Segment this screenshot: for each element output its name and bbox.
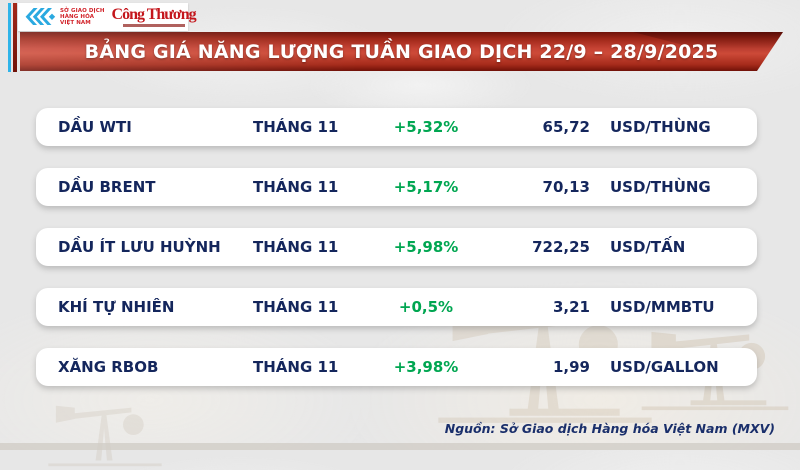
- mxv-logo-line: SỞ GIAO DỊCH: [60, 8, 105, 14]
- contract-month: THÁNG 11: [253, 178, 339, 196]
- price-unit: USD/THÙNG: [610, 178, 711, 196]
- commodity-name: KHÍ TỰ NHIÊN: [58, 298, 175, 316]
- contract-month: THÁNG 11: [253, 118, 339, 136]
- weekly-change: +5,17%: [393, 178, 459, 196]
- background-bottom-band: [0, 443, 800, 450]
- table-row: DẦU ÍT LƯU HUỲNH THÁNG 11 +5,98% 722,25 …: [36, 228, 757, 266]
- logo-plate: SỞ GIAO DỊCH HÀNG HÓA VIỆT NAM Công Thươ…: [18, 3, 197, 31]
- title-banner: BẢNG GIÁ NĂNG LƯỢNG TUẦN GIAO DỊCH 22/9 …: [20, 32, 783, 71]
- mxv-logo-line: HÀNG HÓA: [60, 14, 95, 20]
- accent-bar-maroon: [13, 3, 17, 72]
- mxv-chevrons-icon: [24, 7, 56, 27]
- contract-month: THÁNG 11: [253, 298, 339, 316]
- mxv-logo-text: SỞ GIAO DỊCH HÀNG HÓA VIỆT NAM: [60, 8, 105, 26]
- commodity-name: DẦU BRENT: [58, 178, 156, 196]
- price-unit: USD/MMBTU: [610, 298, 715, 316]
- congthuong-logo-underline: [122, 24, 185, 27]
- mxv-logo-line: VIỆT NAM: [60, 20, 91, 26]
- commodity-name: DẦU WTI: [58, 118, 132, 136]
- price-unit: USD/GALLON: [610, 358, 719, 376]
- source-note: Nguồn: Sở Giao dịch Hàng hóa Việt Nam (M…: [444, 421, 775, 436]
- price-value: 3,21: [552, 298, 590, 316]
- weekly-change: +5,98%: [393, 238, 459, 256]
- commodity-name: DẦU ÍT LƯU HUỲNH: [58, 238, 221, 256]
- page-title: BẢNG GIÁ NĂNG LƯỢNG TUẦN GIAO DỊCH 22/9 …: [84, 40, 719, 63]
- congthuong-logo: Công Thương: [111, 6, 197, 27]
- contract-month: THÁNG 11: [253, 358, 339, 376]
- table-row: XĂNG RBOB THÁNG 11 +3,98% 1,99 USD/GALLO…: [36, 348, 757, 386]
- price-unit: USD/TẤN: [610, 238, 686, 256]
- table-row: KHÍ TỰ NHIÊN THÁNG 11 +0,5% 3,21 USD/MMB…: [36, 288, 757, 326]
- table-row: DẦU BRENT THÁNG 11 +5,17% 70,13 USD/THÙN…: [36, 168, 757, 206]
- price-value: 65,72: [542, 118, 590, 136]
- contract-month: THÁNG 11: [253, 238, 339, 256]
- price-value: 1,99: [552, 358, 590, 376]
- commodity-name: XĂNG RBOB: [58, 358, 159, 376]
- price-value: 70,13: [542, 178, 590, 196]
- weekly-change: +0,5%: [398, 298, 454, 316]
- pumpjack-silhouette-icon: [40, 385, 170, 470]
- congthuong-logo-text: Công Thương: [111, 6, 197, 23]
- price-unit: USD/THÙNG: [610, 118, 711, 136]
- accent-bar-cyan: [8, 3, 11, 72]
- table-row: DẦU WTI THÁNG 11 +5,32% 65,72 USD/THÙNG: [36, 108, 757, 146]
- price-value: 722,25: [532, 238, 590, 256]
- weekly-change: +5,32%: [393, 118, 459, 136]
- price-table: DẦU WTI THÁNG 11 +5,32% 65,72 USD/THÙNG …: [36, 108, 757, 386]
- weekly-change: +3,98%: [393, 358, 459, 376]
